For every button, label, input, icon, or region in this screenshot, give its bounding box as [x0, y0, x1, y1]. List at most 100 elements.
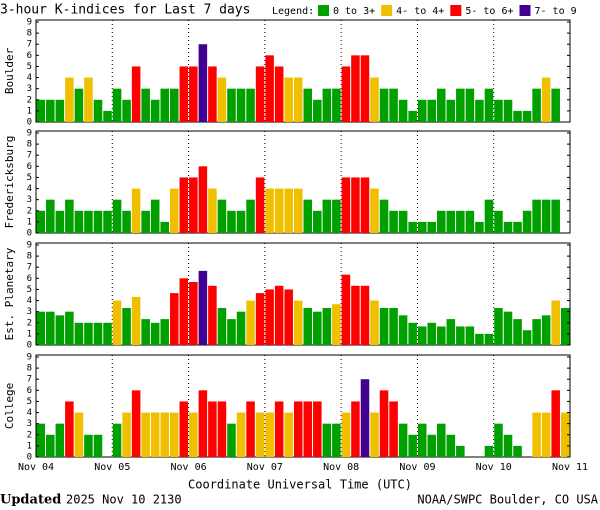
bar [303, 401, 313, 457]
y-tick-label: 4 [27, 73, 32, 83]
y-tick-label: 9 [27, 353, 32, 363]
bar [551, 390, 560, 457]
bar [293, 188, 303, 233]
bar [246, 88, 255, 122]
bar [255, 412, 265, 457]
bar [513, 319, 522, 345]
bar [465, 88, 475, 122]
bar [122, 99, 131, 122]
bar [208, 188, 217, 233]
bar [150, 322, 160, 345]
y-tick-label: 5 [27, 397, 32, 407]
bar [417, 423, 427, 457]
bar [227, 319, 236, 345]
bar [131, 66, 141, 122]
legend-title: Legend: [272, 6, 314, 17]
y-tick-label: 2 [27, 430, 32, 440]
y-tick-label: 5 [27, 173, 32, 183]
bar [160, 412, 169, 457]
bar [351, 177, 360, 233]
x-tick-label: Nov 11 [552, 462, 588, 473]
bar [503, 311, 513, 345]
y-tick-label: 3 [27, 419, 32, 429]
bar [522, 110, 532, 122]
y-axis-label: College [3, 383, 16, 429]
y-tick-label: 2 [27, 206, 32, 216]
bar [103, 210, 112, 233]
y-tick-label: 3 [27, 195, 32, 205]
x-tick-label: Nov 09 [399, 462, 435, 473]
bar [217, 401, 227, 457]
bar [198, 390, 208, 457]
bar [293, 401, 303, 457]
legend-label: 5- to 6+ [465, 6, 513, 17]
bar [341, 412, 351, 457]
bar [84, 210, 93, 233]
bar [465, 326, 475, 345]
bar [122, 308, 131, 345]
bar [351, 55, 360, 123]
bar [532, 412, 541, 457]
y-tick-label: 4 [27, 296, 32, 306]
bar [322, 199, 332, 233]
bar [112, 300, 122, 345]
legend-label: 0 to 3+ [333, 6, 375, 17]
y-tick-label: 3 [27, 84, 32, 94]
bar [541, 412, 551, 457]
bar [84, 434, 93, 457]
bar [265, 412, 274, 457]
bar [446, 319, 456, 345]
bar [198, 44, 208, 122]
bar [74, 88, 84, 122]
y-tick-label: 7 [27, 151, 32, 161]
chart-title: 3-hour K-indices for Last 7 days [0, 3, 250, 18]
bar [65, 199, 74, 233]
bar [46, 311, 55, 345]
bar [322, 308, 332, 345]
bar [36, 210, 46, 233]
bar [284, 188, 293, 233]
bar [112, 199, 122, 233]
bar [465, 210, 475, 233]
y-tick-label: 0 [27, 341, 32, 351]
bar [284, 77, 293, 122]
bar [131, 296, 141, 345]
bar [332, 199, 341, 233]
y-tick-label: 6 [27, 162, 32, 172]
bar [427, 322, 436, 345]
bar [532, 199, 541, 233]
bar [284, 412, 293, 457]
bar [217, 308, 227, 345]
bar [189, 412, 198, 457]
y-tick-label: 2 [27, 95, 32, 105]
bar [46, 99, 55, 122]
bar [274, 401, 284, 457]
bar [494, 210, 503, 233]
bar [84, 77, 93, 122]
bar [332, 304, 341, 345]
bar [46, 434, 55, 457]
bar [160, 221, 169, 233]
bar [246, 300, 255, 345]
y-tick-label: 5 [27, 285, 32, 295]
bar [551, 199, 560, 233]
bar [93, 322, 103, 345]
bar [179, 66, 189, 122]
bar [398, 210, 408, 233]
bar [217, 77, 227, 122]
bar [560, 412, 570, 457]
bar [179, 278, 189, 345]
panel-frame [35, 19, 571, 123]
bar [332, 423, 341, 457]
bar [446, 99, 456, 122]
bar [65, 401, 74, 457]
bar [227, 210, 236, 233]
y-tick-label: 1 [27, 217, 32, 227]
bar [322, 88, 332, 122]
y-tick-label: 4 [27, 184, 32, 194]
bar [246, 401, 255, 457]
y-axis-label: Boulder [3, 47, 16, 94]
y-tick-label: 3 [27, 307, 32, 317]
x-tick-label: Nov 04 [18, 462, 54, 473]
bar [551, 300, 560, 345]
